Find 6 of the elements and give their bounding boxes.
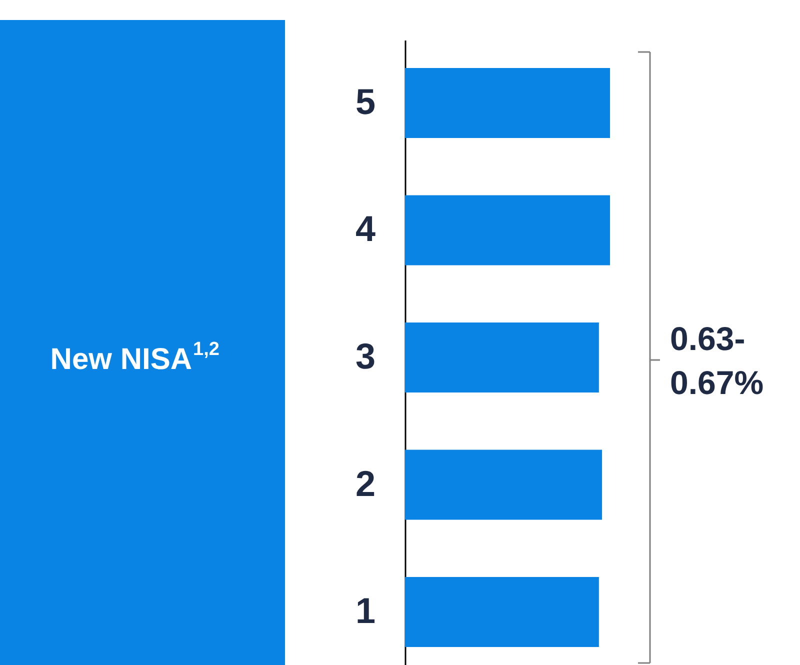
text: 0.63-0.67% [670,320,764,401]
y-tick-label: 4 [355,208,376,250]
y-tick-label: 5 [355,80,376,122]
y-tick-label: 1 [355,590,376,632]
y-tick-label: 2 [355,462,376,504]
y-tick-label: 3 [355,336,376,376]
